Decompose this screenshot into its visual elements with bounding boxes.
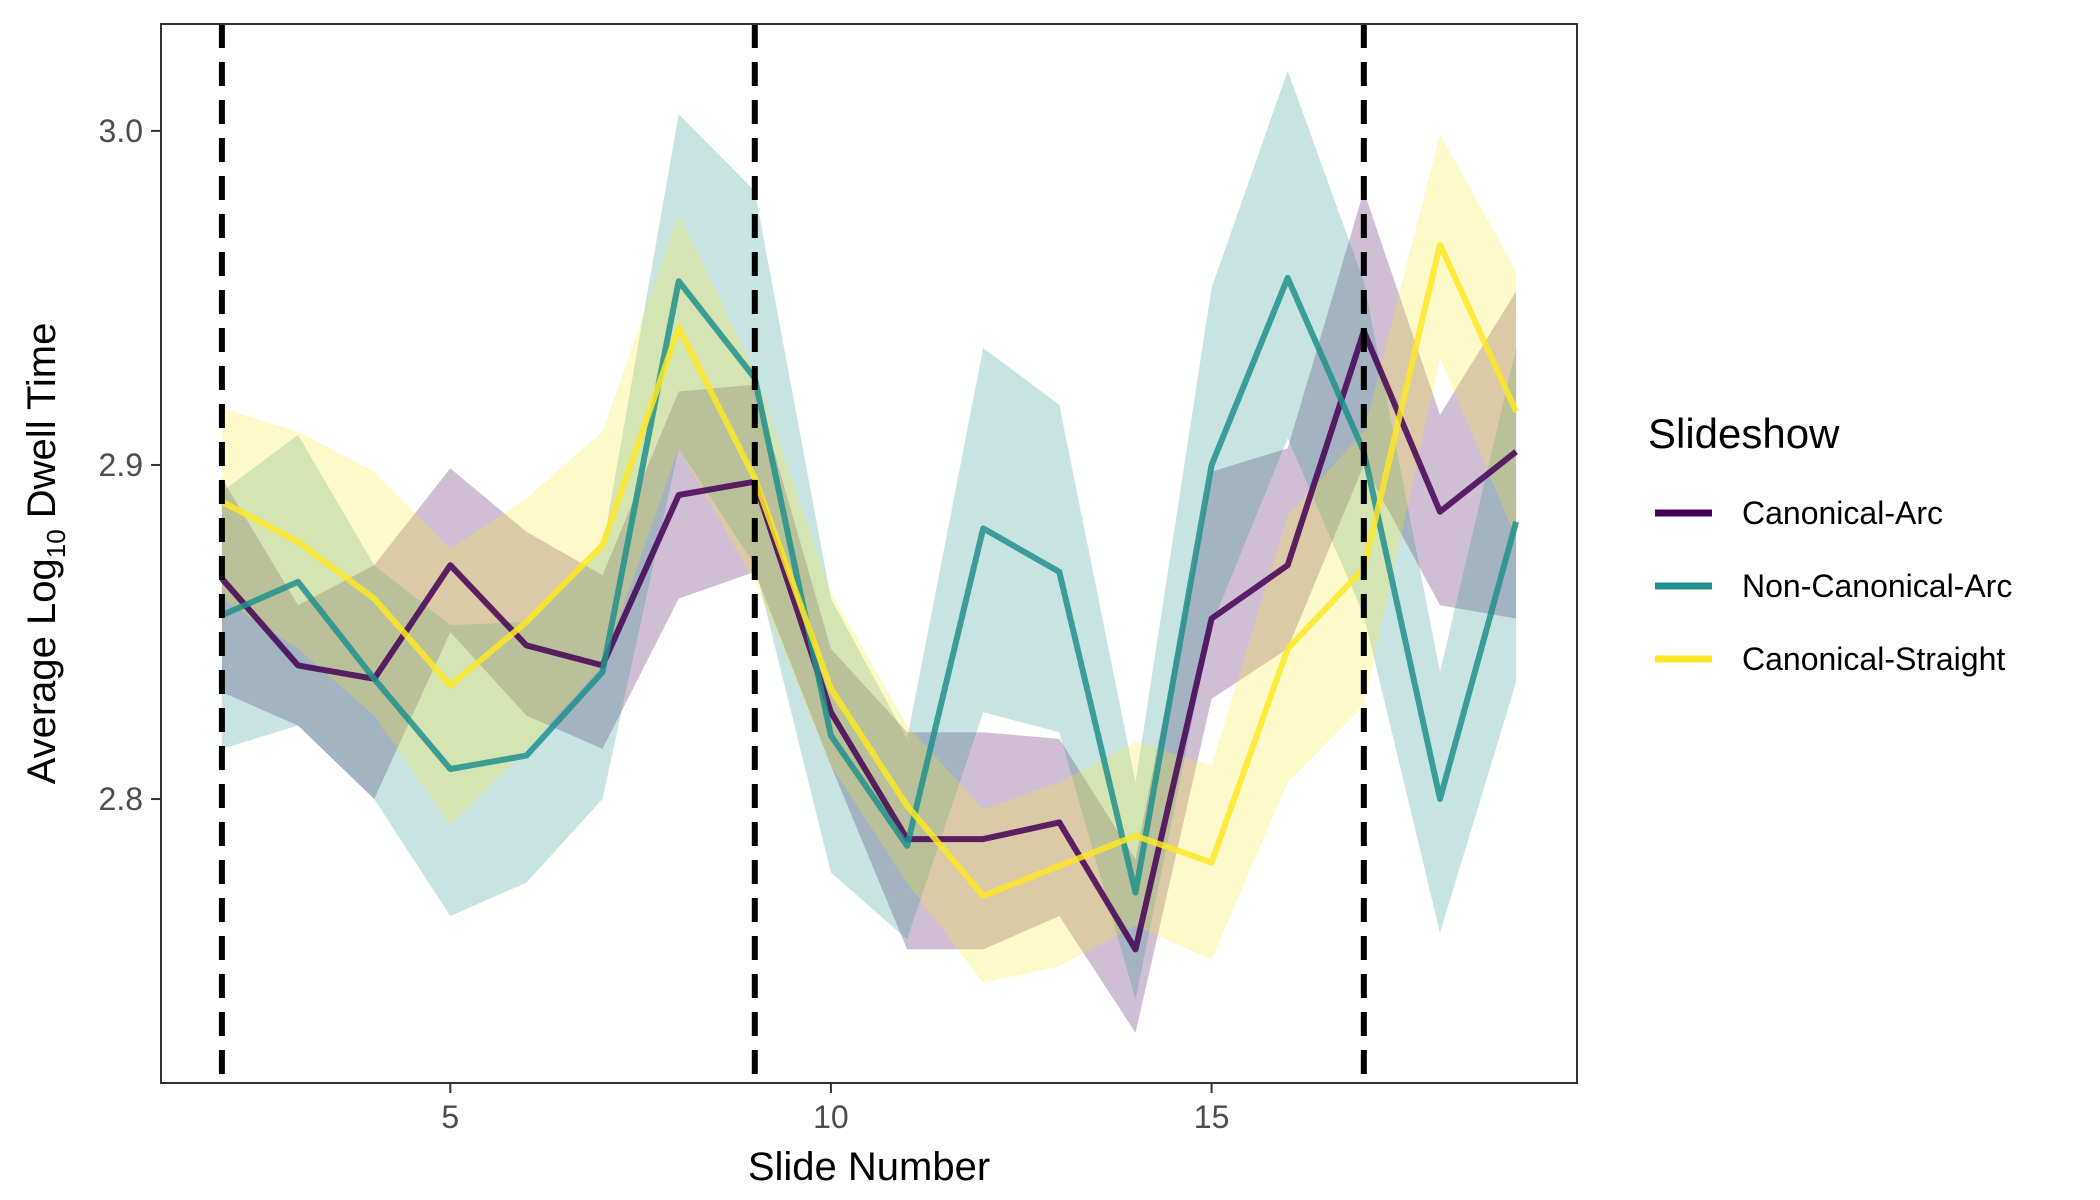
line-canonical-arc [219, 328, 1518, 953]
x-axis-ticks: 5 10 15 [441, 1083, 1229, 1135]
x-axis-title: Slide Number [748, 1145, 990, 1189]
reference-vlines [218, 24, 1367, 1083]
y-axis-ticks: 2.8 2.9 3.0 [99, 113, 161, 817]
y-tick-label: 2.8 [99, 781, 143, 817]
legend: Slideshow Canonical-Arc Non-Canonical-Arc… [1648, 410, 2012, 677]
line-canonical-straight [220, 241, 1519, 899]
y-axis-title-prefix: Average Log [20, 558, 64, 784]
confidence-bands [221, 70, 1517, 1033]
legend-title: Slideshow [1648, 410, 1840, 457]
series-lines [219, 241, 1519, 953]
y-tick-label: 3.0 [99, 113, 143, 149]
x-tick-label: 10 [813, 1099, 849, 1135]
legend-label-canonical-straight: Canonical-Straight [1742, 641, 2005, 677]
band-canonical-straight [221, 134, 1517, 983]
y-tick-label: 2.9 [99, 447, 143, 483]
x-tick-label: 5 [441, 1099, 459, 1135]
plot-panel-border [160, 23, 1578, 1084]
legend-label-non-canonical-arc: Non-Canonical-Arc [1742, 568, 2012, 604]
legend-label-canonical-arc: Canonical-Arc [1742, 495, 1943, 531]
x-tick-label: 15 [1194, 1099, 1230, 1135]
y-axis-title-subscript: 10 [41, 529, 71, 558]
band-canonical-arc [221, 191, 1517, 1033]
band-non-canonical-arc [221, 70, 1517, 1000]
y-axis-title-suffix: Dwell Time [20, 323, 64, 530]
y-axis-title: Average Log10 Dwell Time [20, 323, 71, 785]
line-non-canonical-arc [220, 274, 1519, 896]
